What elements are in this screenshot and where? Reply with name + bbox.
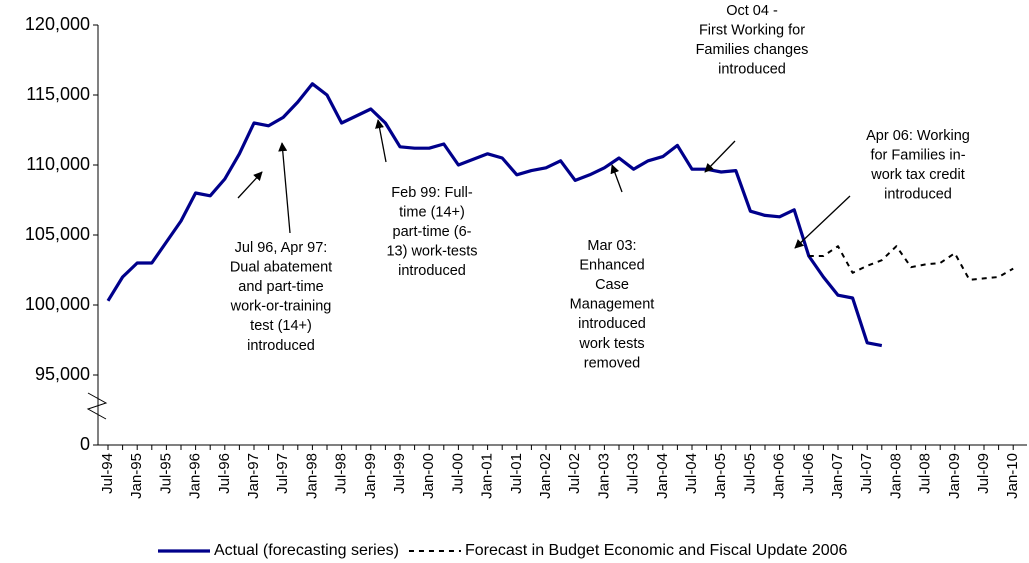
x-tick-label: Jan-04	[654, 453, 671, 499]
annotation-text: for Families in-	[870, 147, 965, 163]
annotation-arrow	[704, 140, 736, 173]
y-tick-label: 115,000	[26, 84, 90, 104]
annotation-text: part-time (6-	[393, 224, 472, 240]
annotation-text: Oct 04 -	[726, 3, 778, 19]
x-tick-label: Jan-02	[537, 453, 554, 499]
annotation-text: Apr 06: Working	[866, 128, 970, 144]
x-tick-label: Jul-09	[975, 453, 992, 494]
x-tick-label: Jan-96	[187, 453, 204, 499]
x-tick-label: Jul-94	[99, 453, 116, 494]
series-line	[808, 245, 1014, 281]
y-tick-label: 105,000	[25, 224, 90, 244]
y-tick-label: 100,000	[25, 294, 90, 314]
x-tick-label: Jul-02	[566, 453, 583, 494]
annotation-text: 13) work-tests	[386, 244, 477, 260]
annotation-arrow	[237, 171, 263, 199]
annotation-text: test (14+)	[250, 318, 312, 334]
annotation-text: Families changes	[696, 42, 809, 58]
x-tick-label: Jul-97	[274, 453, 291, 494]
x-tick-label: Jul-07	[858, 453, 875, 494]
x-tick-label: Jul-03	[625, 453, 642, 494]
annotation-text: and part-time	[238, 279, 323, 295]
annotation-text: introduced	[247, 338, 315, 354]
annotation-arrow	[375, 119, 387, 163]
annotation-text: Case	[595, 277, 629, 293]
annotation-text: work-or-training	[230, 299, 332, 315]
y-tick-label: 110,000	[26, 154, 90, 174]
annotation-arrow	[278, 142, 291, 234]
annotation-bg	[570, 236, 654, 376]
x-tick-label: Jan-08	[887, 453, 904, 499]
x-tick-label: Jan-06	[771, 453, 788, 499]
annotation-text: First Working for	[699, 22, 805, 38]
annotation-text: time (14+)	[399, 204, 465, 220]
y-tick-label: 95,000	[35, 364, 90, 384]
x-tick-label: Jan-10	[1004, 453, 1021, 499]
x-tick-label: Jan-03	[595, 453, 612, 499]
annotation-text: Enhanced	[579, 257, 644, 273]
x-tick-label: Jul-98	[333, 453, 350, 494]
annotation-arrow	[610, 164, 623, 193]
x-tick-label: Jan-98	[303, 453, 320, 499]
annotation-text: work tests	[578, 336, 644, 352]
x-tick-label: Jul-95	[157, 453, 174, 494]
y-tick-label: 120,000	[25, 14, 90, 34]
x-tick-label: Jul-04	[683, 453, 700, 494]
annotation-bg	[853, 126, 983, 207]
annotation-bg	[374, 183, 490, 283]
y-tick-label: 0	[80, 434, 90, 454]
legend-label: Forecast in Budget Economic and Fiscal U…	[465, 542, 848, 559]
annotation-text: introduced	[398, 263, 466, 279]
x-tick-label: Jan-09	[946, 453, 963, 499]
annotation-bg	[683, 1, 821, 82]
annotation-text: Dual abatement	[230, 259, 332, 275]
annotation-text: introduced	[884, 187, 952, 203]
x-tick-label: Jan-05	[712, 453, 729, 499]
x-tick-label: Jan-00	[420, 453, 437, 499]
annotation-text: introduced	[718, 62, 786, 78]
legend-label: Actual (forecasting series)	[214, 542, 399, 559]
x-tick-label: Jul-99	[391, 453, 408, 494]
x-tick-label: Jan-97	[245, 453, 262, 499]
x-tick-label: Jan-95	[128, 453, 145, 499]
x-tick-label: Jan-99	[362, 453, 379, 499]
x-tick-label: Jan-01	[479, 453, 496, 499]
annotation-arrow	[794, 195, 851, 249]
annotation-text: introduced	[578, 316, 646, 332]
axis-break	[86, 392, 108, 420]
x-tick-label: Jul-01	[508, 453, 525, 494]
annotation-text: work tax credit	[870, 167, 964, 183]
x-tick-label: Jul-00	[449, 453, 466, 494]
annotation-bg	[216, 238, 346, 358]
series-line	[106, 82, 883, 348]
x-tick-label: Jul-05	[741, 453, 758, 494]
annotation-text: Mar 03:	[587, 238, 636, 254]
annotation-text: Jul 96, Apr 97:	[235, 240, 328, 256]
x-tick-label: Jul-06	[800, 453, 817, 494]
annotation-text: removed	[584, 355, 640, 371]
x-tick-label: Jan-07	[829, 453, 846, 499]
x-tick-label: Jul-08	[917, 453, 934, 494]
x-tick-label: Jul-96	[216, 453, 233, 494]
annotation-text: Feb 99: Full-	[391, 185, 473, 201]
annotation-text: Management	[570, 297, 655, 313]
